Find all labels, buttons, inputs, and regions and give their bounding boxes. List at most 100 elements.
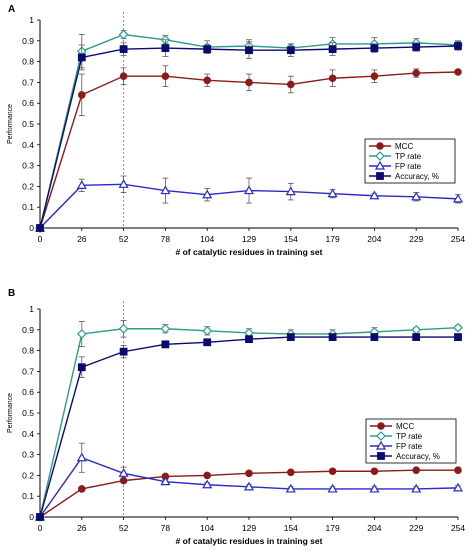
legend-marker: [374, 160, 386, 170]
y-tick-label: 0.1: [22, 202, 34, 212]
data-point: [369, 190, 380, 200]
y-tick-label: 0.7: [22, 77, 34, 87]
data-point: [76, 329, 87, 339]
data-point: [452, 193, 464, 203]
legend-item: Accuracy, %: [369, 172, 439, 181]
legend-marker: [377, 422, 385, 430]
legend-marker: [375, 151, 385, 161]
data-point: [245, 335, 253, 344]
x-tick-label: 204: [367, 523, 381, 533]
x-tick-label: 154: [284, 234, 298, 244]
data-point: [76, 180, 87, 189]
y-tick-label: 0: [29, 512, 34, 522]
series-fp-rate: [34, 175, 464, 232]
data-point: [452, 482, 464, 492]
y-tick-label: 0.9: [22, 36, 34, 46]
data-point: [161, 340, 170, 349]
data-point: [453, 322, 463, 333]
data-point: [118, 468, 129, 477]
y-tick-label: 0.2: [22, 181, 34, 191]
data-point: [77, 363, 86, 372]
data-point: [370, 333, 379, 341]
x-tick-label: 78: [161, 523, 171, 533]
x-tick-label: 229: [409, 234, 423, 244]
data-point: [286, 80, 295, 89]
data-point: [286, 468, 295, 477]
data-point: [285, 186, 296, 196]
data-point: [161, 72, 170, 80]
data-point: [412, 466, 421, 475]
data-point: [119, 347, 128, 356]
x-tick-label: 254: [451, 523, 465, 533]
data-point: [369, 483, 380, 493]
data-point: [454, 42, 462, 50]
legend-label: MCC: [395, 142, 413, 151]
data-point: [370, 72, 379, 80]
y-tick-label: 1: [29, 304, 34, 314]
data-point: [245, 78, 253, 87]
legend-item: TP rate: [369, 151, 422, 161]
x-tick-label: 0: [38, 234, 43, 244]
data-point: [118, 29, 129, 40]
data-point: [454, 68, 462, 76]
legend-label: TP rate: [396, 432, 423, 441]
x-tick-label: 104: [200, 523, 214, 533]
y-tick-label: 0.2: [22, 470, 34, 480]
data-point: [412, 333, 421, 341]
data-point: [77, 53, 86, 62]
y-tick-label: 0.7: [22, 366, 34, 376]
y-tick-label: 0.3: [22, 161, 34, 171]
x-tick-label: 52: [119, 523, 129, 533]
y-tick-label: 0.5: [22, 408, 34, 418]
data-point: [203, 471, 212, 480]
legend-item: Accuracy, %: [370, 452, 440, 461]
data-point: [454, 466, 462, 475]
data-point: [285, 483, 296, 493]
data-point: [243, 481, 255, 491]
legend-item: MCC: [370, 422, 414, 431]
data-point: [370, 467, 379, 476]
legend-item: FP rate: [369, 160, 422, 171]
data-point: [327, 483, 338, 493]
data-point: [202, 189, 213, 199]
data-point: [160, 323, 171, 334]
legend-marker: [377, 452, 385, 460]
data-point: [412, 69, 421, 77]
y-tick-label: 0.8: [22, 57, 34, 67]
legend-item: FP rate: [370, 440, 423, 451]
data-point: [411, 324, 422, 335]
chart-panel-b: B 0 0.1 0.2 0.3 0.4 0.5 0.6 0.7 0.8 0.9 1 0 26 52 78 104…: [7, 288, 465, 546]
y-tick-label: 0.3: [22, 450, 34, 460]
legend-label: FP rate: [395, 162, 422, 171]
data-point: [411, 191, 422, 201]
x-tick-label: 179: [326, 234, 340, 244]
data-point: [118, 323, 129, 334]
y-tick-label: 0.5: [22, 119, 34, 129]
data-point: [286, 333, 295, 341]
y-tick-label: 0.4: [22, 140, 34, 150]
data-point: [328, 45, 337, 54]
data-point: [411, 483, 422, 493]
data-point: [286, 46, 295, 55]
data-point: [245, 46, 253, 55]
legend-item: TP rate: [370, 431, 423, 441]
x-tick-label: 26: [77, 523, 87, 533]
data-point: [327, 188, 338, 198]
panel-label: A: [8, 4, 15, 15]
data-point: [78, 91, 86, 99]
x-tick-label: 0: [38, 523, 43, 533]
x-tick-label: 26: [77, 234, 87, 244]
data-point: [243, 185, 255, 195]
series-accuracy: [36, 39, 462, 232]
legend-marker: [376, 142, 384, 150]
x-tick-label: 104: [200, 234, 214, 244]
data-point: [119, 72, 128, 80]
y-tick-label: 0.6: [22, 98, 34, 108]
data-point: [454, 333, 462, 341]
y-axis-label: Performance: [7, 104, 14, 144]
data-point: [203, 45, 212, 54]
data-point: [119, 45, 128, 54]
panel-label: B: [8, 288, 15, 299]
data-point: [36, 513, 44, 521]
